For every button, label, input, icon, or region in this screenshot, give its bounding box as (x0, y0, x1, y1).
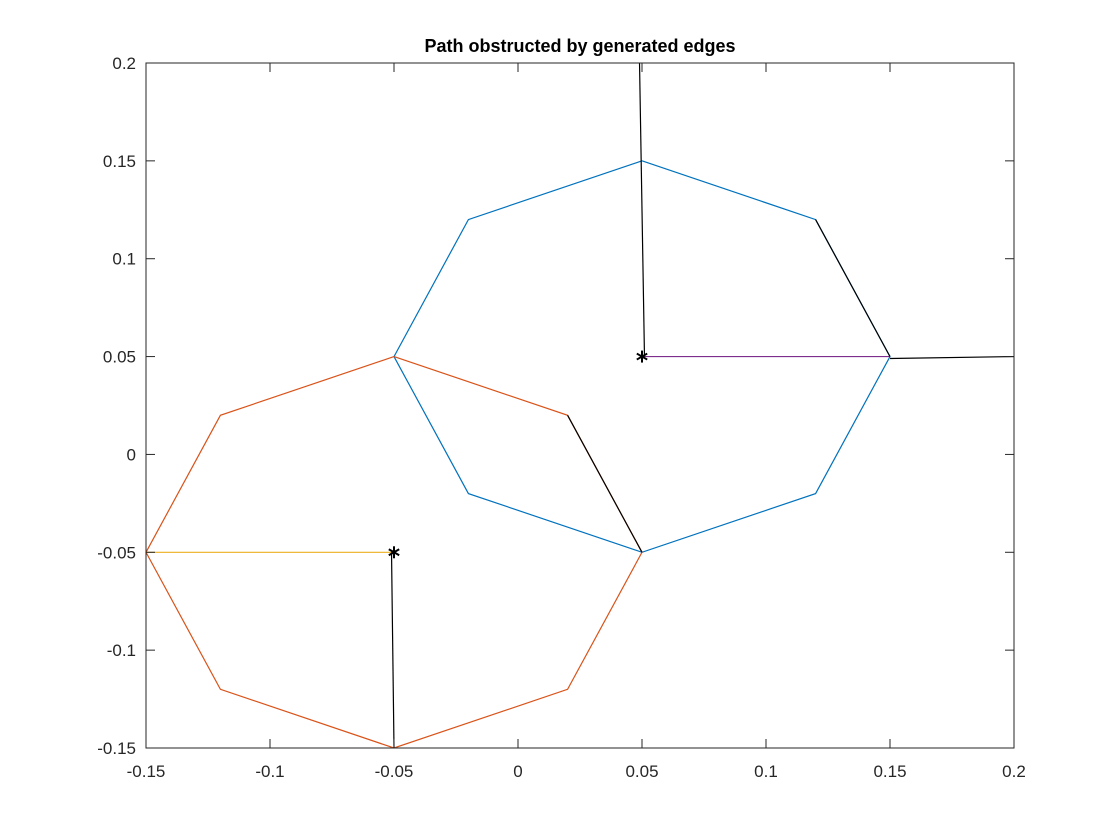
x-tick-label: 0.05 (625, 762, 658, 781)
y-tick-label: -0.15 (97, 739, 136, 758)
y-tick-label: 0.15 (103, 152, 136, 171)
asterisk-stroke (388, 548, 400, 557)
plot-area (146, 63, 1014, 748)
y-tick-label: 0.1 (112, 250, 136, 269)
chart-title: Path obstructed by generated edges (424, 36, 735, 56)
x-tick-label: 0.1 (754, 762, 778, 781)
marker-layer (388, 350, 648, 559)
y-tick-label: -0.1 (107, 641, 136, 660)
x-tick-label: 0.2 (1002, 762, 1026, 781)
y-tick-label: 0.05 (103, 348, 136, 367)
x-tick-label: -0.05 (375, 762, 414, 781)
x-tick-label: -0.1 (255, 762, 284, 781)
x-tick-label: 0 (513, 762, 522, 781)
asterisk-marker-1 (636, 350, 648, 363)
series-line-5 (638, 62, 646, 357)
series-line-7 (889, 355, 1015, 360)
x-tick-label: -0.15 (127, 762, 166, 781)
series-line-6 (815, 219, 891, 357)
x-tick-label: 0.15 (873, 762, 906, 781)
asterisk-stroke (636, 352, 648, 361)
y-tick-label: 0 (127, 445, 136, 464)
y-tick-label: 0.2 (112, 54, 136, 73)
series-line-9 (390, 552, 395, 749)
series-line-8 (567, 415, 643, 553)
axes-box (145, 62, 1015, 749)
asterisk-marker-2 (388, 546, 400, 559)
tick-layer: -0.15 -0.1 -0.05 0 0.05 0.1 0.15 0.2 -0.15 -0.1 -0… (97, 54, 1026, 781)
y-tick-label: -0.05 (97, 543, 136, 562)
